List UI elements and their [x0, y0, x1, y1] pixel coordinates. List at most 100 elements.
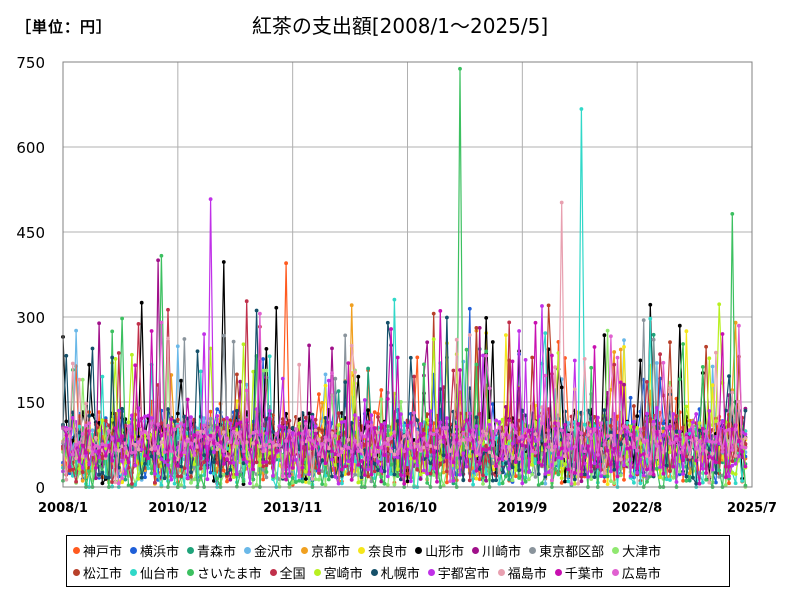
data-point	[467, 428, 472, 433]
data-point	[254, 429, 259, 434]
legend-item: 千葉市	[554, 563, 604, 582]
legend-marker	[427, 568, 435, 576]
data-point	[694, 481, 699, 486]
data-point	[527, 438, 531, 443]
legend-marker	[244, 546, 252, 554]
data-point	[349, 343, 354, 348]
data-point	[192, 453, 197, 458]
data-point	[395, 455, 400, 460]
data-point	[313, 431, 318, 436]
data-point	[720, 449, 725, 454]
data-point	[87, 414, 92, 418]
data-point	[520, 434, 525, 439]
data-point	[677, 377, 682, 382]
data-point	[694, 446, 699, 451]
data-point	[202, 332, 207, 336]
data-point	[602, 471, 607, 475]
legend-label: 青森市	[197, 544, 237, 560]
data-point	[628, 445, 633, 450]
data-point	[517, 476, 521, 480]
data-point	[110, 355, 115, 360]
data-point	[238, 430, 243, 434]
data-point	[189, 480, 193, 485]
data-point	[120, 434, 124, 439]
data-point	[651, 337, 656, 342]
data-point	[592, 427, 597, 431]
data-point	[579, 479, 584, 484]
data-point	[651, 332, 656, 337]
data-point	[189, 441, 193, 446]
data-point	[415, 444, 420, 449]
data-point	[474, 424, 479, 428]
legend-marker	[612, 546, 620, 554]
data-point	[353, 438, 357, 443]
data-point	[261, 460, 265, 465]
data-point	[733, 461, 738, 466]
legend-label: 宇都宮市	[437, 566, 490, 582]
data-point	[179, 421, 184, 426]
data-point	[668, 469, 672, 474]
data-point	[284, 261, 288, 266]
data-point	[143, 453, 147, 458]
data-point	[668, 441, 672, 446]
data-point	[435, 429, 439, 433]
data-point	[212, 441, 216, 446]
data-point	[572, 471, 577, 475]
data-point	[192, 433, 197, 438]
data-point	[536, 460, 541, 465]
data-point	[307, 437, 311, 442]
data-point	[284, 438, 288, 443]
data-point	[477, 461, 482, 465]
data-point	[90, 346, 95, 351]
data-point	[500, 470, 505, 475]
data-point	[149, 447, 154, 452]
data-point	[661, 426, 666, 431]
data-point	[418, 472, 423, 477]
y-tick-label: 150	[16, 394, 45, 412]
data-point	[550, 478, 554, 483]
data-point	[307, 411, 311, 416]
data-point	[166, 407, 170, 412]
data-point	[267, 439, 272, 444]
data-point	[504, 461, 508, 466]
data-point	[208, 450, 213, 454]
data-point	[274, 431, 279, 436]
data-point	[84, 401, 88, 406]
y-tick-label: 0	[35, 479, 45, 497]
data-point	[418, 433, 423, 438]
unit-label: ［単位：円］	[16, 18, 113, 36]
data-point	[730, 427, 735, 432]
data-point	[740, 449, 745, 454]
data-point	[556, 452, 561, 457]
data-point	[323, 372, 328, 377]
data-point	[267, 451, 272, 455]
data-point	[287, 418, 292, 423]
data-point	[513, 460, 518, 464]
data-point	[559, 385, 564, 390]
data-point	[70, 438, 75, 443]
data-point	[513, 468, 518, 472]
data-point	[691, 475, 695, 480]
legend-label: 山形市	[425, 544, 465, 560]
data-point	[641, 426, 646, 431]
data-point	[264, 347, 269, 351]
data-point	[737, 399, 741, 404]
data-point	[372, 461, 377, 466]
legend-item: 山形市	[415, 541, 464, 560]
data-point	[392, 482, 397, 487]
data-point	[192, 462, 197, 467]
data-point	[343, 464, 348, 469]
data-point	[267, 416, 272, 421]
data-point	[710, 364, 715, 369]
data-point	[64, 477, 69, 482]
data-point	[123, 446, 128, 451]
data-point	[297, 478, 302, 483]
data-point	[149, 454, 154, 459]
data-point	[645, 380, 649, 384]
x-tick-label: 2008/1	[38, 501, 88, 516]
data-point	[379, 479, 384, 484]
data-point	[120, 316, 124, 321]
data-point	[737, 323, 741, 328]
data-point	[103, 443, 108, 448]
data-point	[340, 450, 344, 455]
